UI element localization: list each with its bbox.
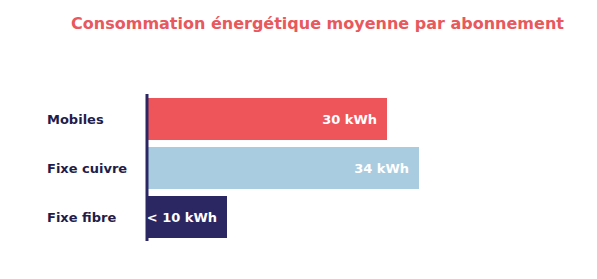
svg-text:Fixe fibre: Fixe fibre: [47, 210, 116, 225]
svg-text:34 kWh: 34 kWh: [354, 161, 409, 176]
svg-text:30 kWh: 30 kWh: [322, 112, 377, 127]
html-text:Consommation énergétique moyen: Consommation énergétique moyenne par abo…: [71, 14, 564, 33]
svg-text:< 10 kWh: < 10 kWh: [147, 210, 217, 225]
svg-text:Fixe cuivre: Fixe cuivre: [47, 161, 127, 176]
svg-text:Mobiles: Mobiles: [47, 112, 104, 127]
